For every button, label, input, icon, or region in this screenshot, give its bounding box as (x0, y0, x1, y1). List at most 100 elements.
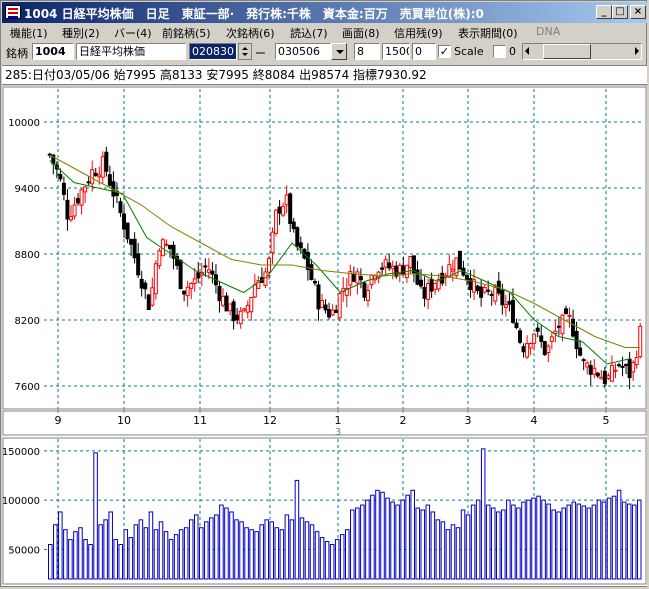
candle-up (609, 364, 614, 382)
param-a-field[interactable]: 8 (354, 43, 380, 60)
volume-bar (143, 527, 149, 580)
code-field[interactable]: 1004 (32, 43, 74, 60)
menu-dna[interactable]: DNA (536, 25, 561, 38)
candle-down (440, 272, 445, 284)
volume-bar (163, 531, 169, 580)
volume-bar (284, 514, 290, 580)
volume-bar (148, 511, 154, 580)
volume-bar (621, 501, 627, 580)
x-tick-label: 3 (465, 414, 472, 427)
volume-bar (254, 531, 259, 580)
volume-bar (289, 519, 295, 580)
candle-down (217, 285, 222, 302)
candle-up (192, 278, 197, 285)
candle-down (175, 255, 180, 266)
volume-bar (334, 539, 340, 580)
menu-bar-style[interactable]: バー(4) (114, 27, 152, 40)
candle-down (65, 199, 70, 220)
chart-area[interactable]: 9 10 11 12 1 2 3 4 5 3 10000 9400 8800 8200 7600 150000… (2, 86, 647, 586)
volume-bar (395, 504, 400, 580)
menu-screen[interactable]: 画面(8) (342, 27, 380, 40)
volume-bar (571, 501, 577, 580)
volume-bar (249, 529, 254, 580)
x-tick-label: 11 (193, 414, 207, 427)
candle-up (320, 299, 325, 308)
volume-bar (324, 541, 330, 580)
volume-bar (78, 527, 83, 580)
start-date-spinner[interactable] (238, 43, 252, 60)
candle-up (242, 308, 247, 311)
scroll-thumb[interactable] (543, 44, 591, 59)
candle-down (380, 267, 385, 270)
period-scrollbar[interactable] (522, 43, 642, 60)
menu-margin[interactable]: 信用残(9) (394, 27, 443, 40)
candle-down (415, 269, 420, 285)
candle-down (563, 308, 568, 315)
volume-bar (269, 521, 275, 580)
candle-up (330, 309, 335, 316)
volume-bar (329, 543, 335, 580)
candle-up (606, 375, 611, 380)
end-date-dropdown[interactable] (331, 43, 347, 60)
menu-display-period[interactable]: 表示期間(0) (458, 27, 518, 40)
name-field[interactable]: 日経平均株価 (76, 43, 186, 60)
menu-function[interactable]: 機能(1) (10, 27, 48, 40)
volume-bar (294, 479, 300, 580)
volume-bar (279, 529, 285, 580)
volume-bar (490, 507, 496, 580)
volume-bar (455, 527, 461, 580)
end-date-field[interactable]: 030506 (275, 43, 331, 60)
scroll-right-icon[interactable] (635, 47, 639, 55)
zero-checkbox[interactable] (493, 45, 506, 58)
close-button[interactable]: × (630, 5, 646, 19)
start-date-field[interactable]: 020830 (189, 43, 237, 60)
candle-down (231, 301, 236, 322)
menu-load[interactable]: 読込(7) (290, 27, 328, 40)
candle-up (528, 342, 533, 349)
candle-up (365, 289, 370, 301)
candle-down (624, 363, 629, 366)
volume-bar (123, 529, 129, 580)
scale-checkbox[interactable]: ✓ (438, 45, 451, 58)
candle-down (334, 309, 339, 313)
param-b-field[interactable]: 1500 (382, 43, 410, 60)
volume-bar (435, 519, 441, 580)
candle-down (556, 325, 561, 328)
date-separator: ー (255, 47, 266, 60)
menu-type[interactable]: 種別(2) (62, 27, 100, 40)
param-c-field[interactable]: 0 (412, 43, 436, 60)
x-tick-label: 2 (400, 414, 407, 427)
price-y-tick-label: 10000 (8, 118, 40, 129)
window-title: 1004 日経平均株価 日足 東証一部· 発行株:千株 資本金:百万 売買単位(… (24, 7, 484, 21)
volume-bar (541, 499, 546, 580)
candle-up (100, 156, 105, 178)
volume-bar (586, 507, 592, 580)
candle-down (500, 289, 505, 306)
volume-bar (58, 511, 63, 580)
volume-bar (380, 491, 385, 580)
candle-down (277, 206, 282, 214)
candle-up (228, 303, 233, 312)
volume-bar (636, 499, 642, 580)
maximize-button[interactable]: □ (612, 5, 628, 19)
minimize-button[interactable]: _ (596, 5, 612, 19)
candle-down (510, 299, 515, 323)
volume-bar (591, 504, 597, 580)
candle-up (560, 314, 565, 335)
candle-down (171, 244, 176, 259)
candle-down (146, 294, 151, 310)
scroll-left-icon[interactable] (525, 47, 529, 55)
menu-next-issue[interactable]: 次銘柄(6) (226, 27, 275, 40)
price-volume-chart[interactable]: 9 10 11 12 1 2 3 4 53100009400880082007600150000… (2, 86, 647, 586)
volume-bar (219, 504, 224, 580)
candle-up (599, 376, 604, 380)
candle-up (549, 336, 554, 342)
candle-down (429, 279, 434, 292)
volume-bar (350, 509, 355, 580)
candle-up (72, 204, 77, 217)
candle-up (585, 362, 590, 368)
title-bar[interactable]: 1004 日経平均株価 日足 東証一部· 発行株:千株 資本金:百万 売買単位(… (2, 2, 647, 23)
menu-prev-issue[interactable]: 前銘柄(5) (162, 27, 211, 40)
candle-up (408, 256, 413, 269)
candle-up (450, 268, 455, 272)
